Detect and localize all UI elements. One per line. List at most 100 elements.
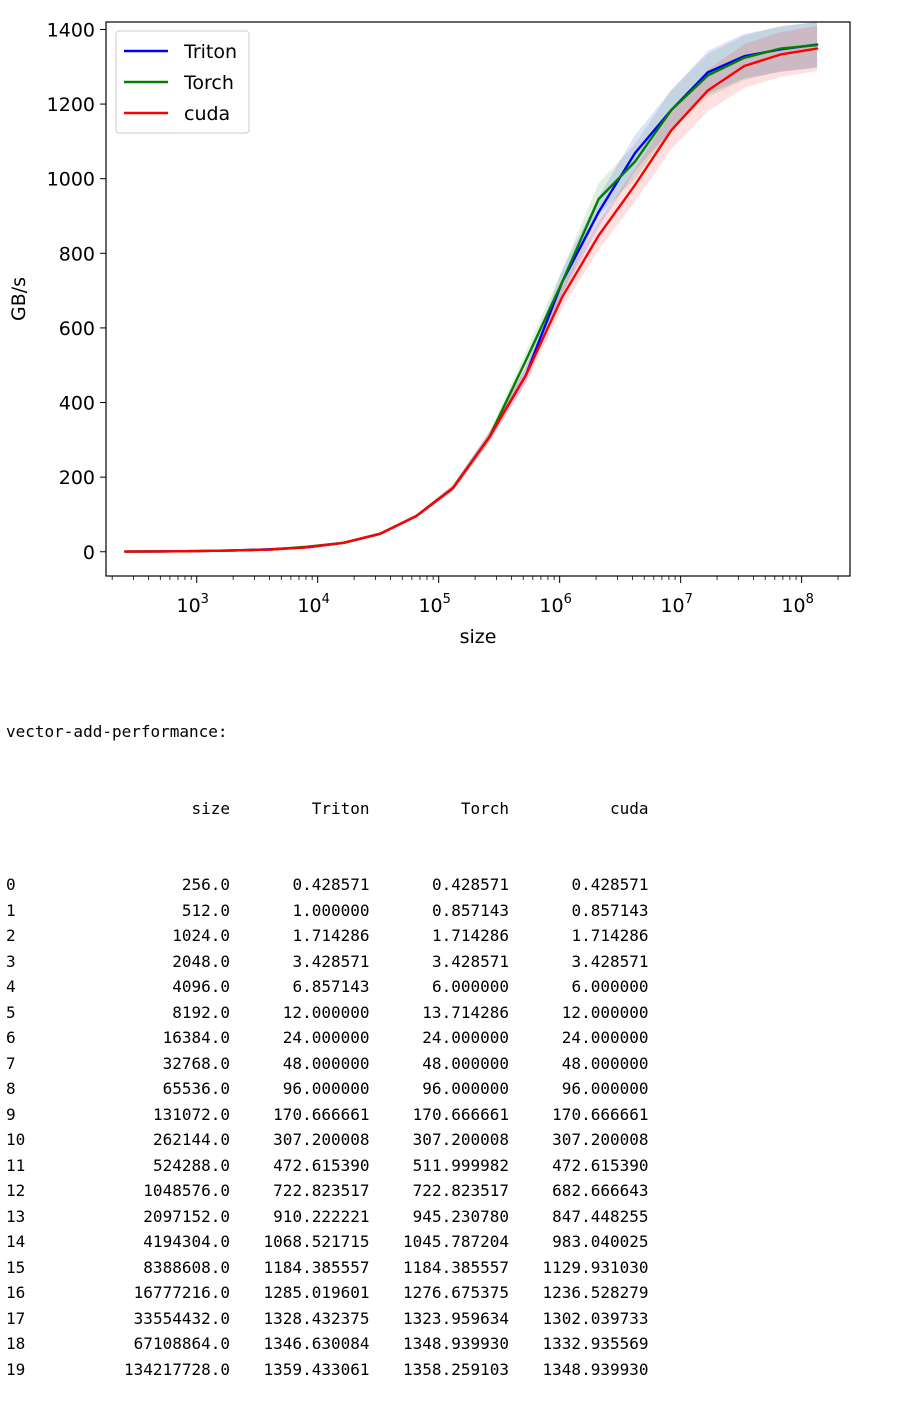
cell-cuda: 307.200008	[552, 1130, 649, 1149]
y-tick-label: 400	[59, 393, 95, 415]
data-point	[525, 360, 527, 362]
cell-size: 16384.0	[162, 1028, 230, 1047]
cell-triton: 722.823517	[273, 1181, 370, 1200]
cell-size: 8192.0	[172, 1002, 230, 1022]
table-row: 1 512.0 1.000000 0.857143 0.857143	[6, 898, 649, 924]
row-index: 4	[6, 977, 16, 996]
y-tick-label: 800	[59, 243, 95, 265]
table-row: 17 33554432.0 1328.432375 1323.959634 1302.0…	[6, 1306, 649, 1332]
cell-size: 256.0	[181, 875, 230, 894]
row-index: 19	[6, 1359, 26, 1379]
cell-size: 4194304.0	[143, 1232, 230, 1251]
cell-triton: 48.000000	[282, 1053, 370, 1073]
data-point	[597, 211, 599, 213]
legend: Triton Torch cuda	[115, 30, 250, 134]
cell-triton: 170.666661	[273, 1104, 370, 1124]
cell-size: 65536.0	[162, 1079, 230, 1098]
row-index: 3	[6, 951, 16, 971]
cell-cuda: 1302.039733	[542, 1308, 649, 1328]
column-header-size: size	[191, 798, 230, 818]
row-index: 18	[6, 1334, 26, 1353]
table-row: 11 524288.0 472.615390 511.999982 472.615390	[6, 1153, 649, 1179]
cell-triton: 6.857143	[292, 977, 370, 996]
table-row: 6 16384.0 24.000000 24.000000 24.000000	[6, 1025, 649, 1051]
data-point	[779, 53, 781, 55]
cell-cuda: 1129.931030	[542, 1257, 649, 1277]
row-index: 7	[6, 1053, 16, 1073]
data-point	[233, 549, 235, 551]
data-point	[160, 550, 162, 552]
column-header-torch: Torch	[460, 798, 509, 818]
x-tick-label: 105	[418, 592, 450, 617]
row-index: 16	[6, 1283, 26, 1302]
x-axis-label: size	[460, 626, 497, 648]
table-row: 0 256.0 0.428571 0.428571 0.428571	[6, 872, 649, 898]
legend-label: Triton	[183, 41, 237, 63]
data-point	[379, 533, 381, 535]
cell-torch: 0.428571	[431, 875, 509, 894]
series-band	[125, 25, 818, 552]
cell-cuda: 0.857143	[571, 900, 649, 920]
y-axis-label: GB/s	[8, 277, 30, 321]
series-line-cuda	[123, 47, 819, 553]
y-tick-label: 1400	[47, 19, 95, 41]
cell-torch: 48.000000	[422, 1053, 509, 1073]
row-index: 9	[6, 1104, 16, 1124]
x-tick-label: 104	[297, 592, 329, 617]
x-tick-exponent: 6	[564, 592, 572, 607]
cell-torch: 0.857143	[431, 900, 509, 920]
table-row: 3 2048.0 3.428571 3.428571 3.428571	[6, 949, 649, 975]
row-index: 8	[6, 1079, 16, 1098]
column-header-triton: Triton	[311, 798, 370, 818]
x-tick-label: 107	[660, 592, 692, 617]
y-tick-label: 1200	[47, 94, 95, 116]
x-tick-exponent: 4	[322, 592, 330, 607]
cell-size: 16777216.0	[133, 1283, 230, 1302]
cell-cuda: 1348.939930	[542, 1359, 649, 1379]
data-point	[816, 47, 818, 49]
row-index: 1	[6, 900, 16, 920]
table-row: 2 1024.0 1.714286 1.714286 1.714286	[6, 923, 649, 949]
cell-torch: 170.666661	[412, 1104, 509, 1124]
data-point	[634, 152, 636, 154]
x-tick-exponent: 3	[201, 592, 209, 607]
cell-torch: 3.428571	[431, 951, 509, 971]
table-header: size Triton Torch cuda	[6, 796, 649, 822]
row-index: 2	[6, 926, 16, 945]
cell-triton: 910.222221	[273, 1206, 370, 1226]
data-point	[743, 65, 745, 67]
x-tick-base: 10	[176, 595, 200, 617]
cell-torch: 1323.959634	[403, 1308, 509, 1328]
data-point	[634, 184, 636, 186]
data-point	[743, 57, 745, 59]
column-header-cuda: cuda	[609, 798, 649, 818]
cell-cuda: 12.000000	[561, 1002, 649, 1022]
table-row: 4 4096.0 6.857143 6.000000 6.000000	[6, 974, 649, 1000]
cell-triton: 96.000000	[282, 1079, 370, 1098]
x-tick-exponent: 7	[685, 592, 693, 607]
cell-size: 512.0	[181, 900, 230, 920]
row-index: 14	[6, 1232, 26, 1251]
cell-triton: 1184.385557	[263, 1257, 370, 1277]
y-tick-label: 1000	[47, 169, 95, 191]
cell-size: 2048.0	[172, 951, 230, 971]
table-row: 13 2097152.0 910.222221 945.230780 847.44825…	[6, 1204, 649, 1230]
cell-torch: 511.999982	[412, 1155, 509, 1175]
x-tick-base: 10	[781, 595, 805, 617]
cell-cuda: 682.666643	[552, 1181, 649, 1200]
cell-triton: 1328.432375	[263, 1308, 370, 1328]
cell-cuda: 48.000000	[561, 1053, 649, 1073]
x-axis: 103 104 105 106 107 108	[111, 576, 839, 617]
cell-triton: 0.428571	[292, 875, 370, 894]
table-row: 12 1048576.0 722.823517 722.823517 682.66664…	[6, 1178, 649, 1204]
x-tick-label: 106	[539, 592, 571, 617]
data-point	[197, 550, 199, 552]
cell-cuda: 983.040025	[552, 1232, 649, 1251]
performance-output: vector-add-performance: size Triton Torc…	[6, 668, 649, 1408]
cell-torch: 96.000000	[422, 1079, 509, 1098]
table-row: 5 8192.0 12.000000 13.714286 12.000000	[6, 1000, 649, 1026]
output-title: vector-add-performance:	[6, 722, 228, 741]
data-point	[670, 109, 672, 111]
cell-triton: 1285.019601	[263, 1283, 370, 1302]
